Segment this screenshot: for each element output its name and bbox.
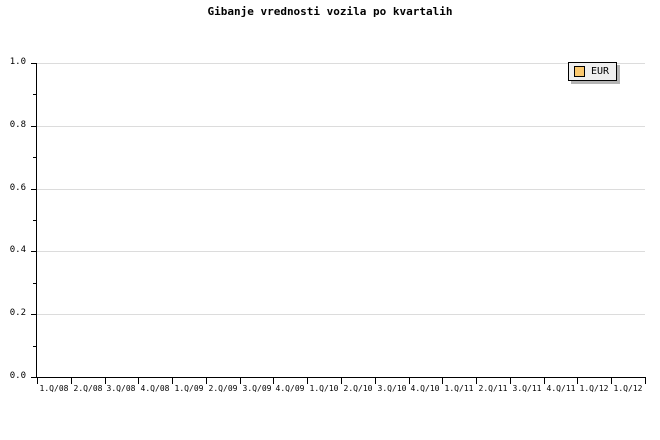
x-tick <box>71 378 72 384</box>
y-tick-minor <box>33 94 37 96</box>
x-axis-label: 3.Q/08 <box>106 384 136 393</box>
y-tick-major <box>31 188 37 190</box>
chart-title: Gibanje vrednosti vozila po kvartalih <box>207 5 453 18</box>
x-axis-label: 2.Q/10 <box>343 384 373 393</box>
gridline <box>37 125 645 127</box>
y-axis-label: 0.0 <box>9 371 26 381</box>
x-tick <box>172 378 173 384</box>
y-tick-major <box>31 314 37 316</box>
x-tick <box>206 378 207 384</box>
x-axis-label: 2.Q/09 <box>208 384 238 393</box>
x-tick <box>105 378 106 384</box>
x-axis-line <box>36 377 646 378</box>
x-axis-label: 2.Q/08 <box>73 384 103 393</box>
plot-area <box>37 63 645 377</box>
y-tick-minor <box>33 220 37 221</box>
y-axis-label: 0.4 <box>9 245 26 256</box>
gridline <box>37 314 645 316</box>
y-tick-minor <box>33 157 37 159</box>
y-axis-label: 1.0 <box>9 57 26 67</box>
x-tick <box>544 378 545 384</box>
x-tick <box>476 378 477 384</box>
gridline <box>37 188 645 190</box>
x-tick <box>375 378 376 384</box>
x-axis-label: 3.Q/10 <box>377 384 407 393</box>
x-tick <box>442 378 443 384</box>
gridline <box>37 63 645 64</box>
x-tick <box>645 378 646 384</box>
y-tick-major <box>31 377 37 378</box>
x-axis-label: 1.Q/11 <box>444 384 474 393</box>
y-tick-minor <box>33 282 37 284</box>
x-axis-label: 4.Q/09 <box>275 384 305 393</box>
y-axis-label: 0.2 <box>9 308 26 319</box>
x-axis-label: 4.Q/08 <box>140 384 170 393</box>
x-tick <box>510 378 511 384</box>
x-axis-label: 3.Q/09 <box>242 384 272 393</box>
x-tick <box>37 378 38 384</box>
x-tick <box>341 378 342 384</box>
y-tick-major <box>31 251 37 253</box>
x-axis-label: 1.Q/12 <box>579 384 609 393</box>
y-tick-minor <box>33 345 37 347</box>
y-tick-major <box>31 125 37 127</box>
y-axis-label: 0.6 <box>9 182 26 193</box>
x-axis-label: 3.Q/11 <box>512 384 542 393</box>
x-tick <box>409 378 410 384</box>
legend-label-eur: EUR <box>591 66 610 77</box>
y-axis-label: 0.8 <box>9 119 26 130</box>
x-axis-label: 1.Q/09 <box>174 384 204 393</box>
gridline <box>37 251 645 253</box>
x-axis-label: 2.Q/11 <box>478 384 508 393</box>
x-tick <box>138 378 139 384</box>
legend-swatch-eur <box>574 66 585 77</box>
x-tick <box>240 378 241 384</box>
chart-legend[interactable]: EUR <box>568 62 618 81</box>
y-tick-major <box>31 63 37 64</box>
x-tick <box>577 378 578 384</box>
x-tick <box>307 378 308 384</box>
x-axis-label: 4.Q/10 <box>410 384 440 393</box>
x-axis-label: 1.Q/08 <box>39 384 69 393</box>
x-axis-label: 4.Q/11 <box>546 384 576 393</box>
x-axis-label: 1.Q/12 <box>613 384 643 393</box>
x-tick <box>611 378 612 384</box>
x-tick <box>273 378 274 384</box>
x-axis-label: 1.Q/10 <box>309 384 339 393</box>
